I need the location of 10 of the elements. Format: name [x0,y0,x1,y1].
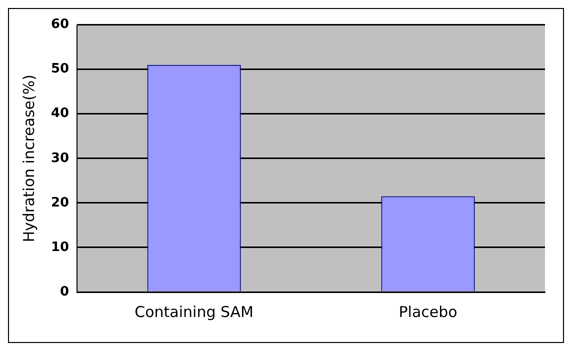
y-tick-label: 20 [50,195,70,210]
y-tick-label: 40 [50,106,70,122]
y-tick-label: 60 [50,17,70,32]
y-tick-label: 10 [50,240,70,255]
y-tick-label: 30 [50,150,70,166]
x-tick-label: Placebo [398,302,458,321]
y-tick-label: 0 [60,284,70,300]
x-tick-label: Containing SAM [134,302,254,321]
y-axis-title: Hydration increase(%) [20,74,38,242]
y-tick-label: 50 [50,62,70,77]
